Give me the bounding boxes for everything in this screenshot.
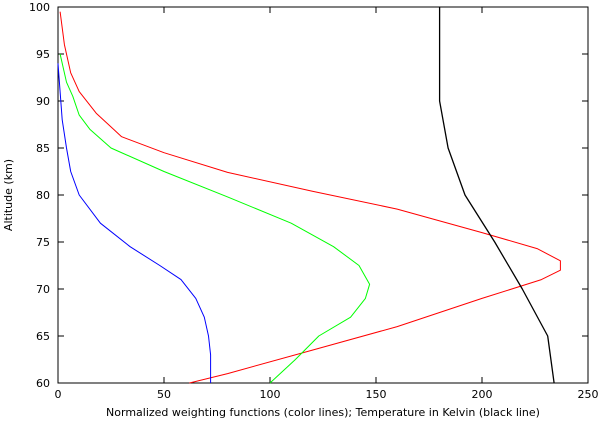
red-weighting-line [59,11,561,384]
y-tick-label: 80 [36,189,50,202]
y-tick-label: 70 [36,283,50,296]
plot-frame [57,6,589,384]
y-axis-label: Altitude (km) [2,159,15,231]
y-tick-label: 60 [36,377,50,390]
x-tick-label: 0 [55,388,62,401]
y-tick-label: 90 [36,95,50,108]
series-group [57,7,561,384]
y-tick-label: 65 [36,330,50,343]
x-tick-label: 250 [578,388,599,401]
y-tick-label: 100 [29,1,50,14]
temperature-line [438,7,555,384]
y-tick-label: 95 [36,48,50,61]
y-tick-label: 75 [36,236,50,249]
x-tick-label: 150 [366,388,387,401]
x-tick-label: 100 [260,388,281,401]
x-tick-label: 50 [157,388,171,401]
y-tick-label: 85 [36,142,50,155]
blue-weighting-line [57,63,212,383]
x-axis-label: Normalized weighting functions (color li… [106,406,540,419]
x-tick-label: 200 [472,388,493,401]
axis-ticks: 0 50 100 150 200 250 60 65 70 75 80 85 90 95 100 [29,1,599,401]
green-weighting-line [59,53,371,384]
